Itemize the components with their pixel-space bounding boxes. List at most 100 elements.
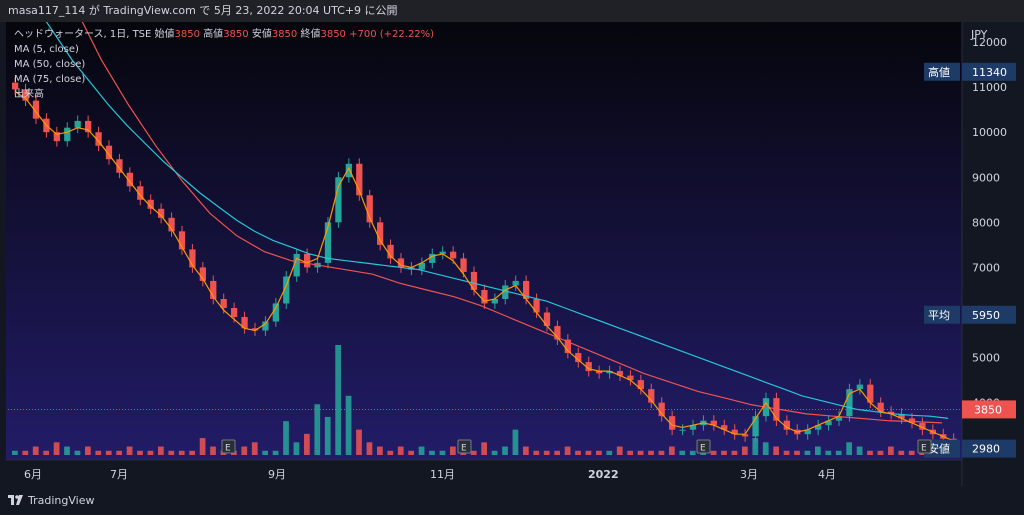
volume-bar xyxy=(147,450,154,455)
price-tag-name: 平均 xyxy=(928,309,950,322)
legend-ma50[interactable]: MA (50, close) xyxy=(14,59,86,70)
candle-body xyxy=(731,429,738,435)
candle-body xyxy=(919,422,926,430)
candle-body xyxy=(648,389,655,403)
candle-body xyxy=(825,420,832,426)
candle-body xyxy=(689,425,697,430)
volume-bar xyxy=(689,450,696,455)
candle-body xyxy=(585,362,592,372)
legend-symbol-row: ヘッドウォータース, 1日, TSE 始値3850 高値3850 安値3850 … xyxy=(14,27,434,42)
volume-bar xyxy=(502,446,508,455)
volume-bar xyxy=(908,450,915,455)
candle-body xyxy=(877,402,884,412)
volume-bar xyxy=(314,404,321,455)
price-tag-value-bg xyxy=(962,305,1016,324)
candle-body xyxy=(658,402,665,417)
candle-body xyxy=(898,413,905,419)
volume-bar xyxy=(773,446,780,455)
candle-body xyxy=(856,384,863,390)
candle-body xyxy=(95,132,102,146)
candle-body xyxy=(564,339,571,354)
chart-legend: ヘッドウォータース, 1日, TSE 始値3850 高値3850 安値3850 … xyxy=(14,27,434,102)
legend-symbol: ヘッドウォータース, 1日, TSE xyxy=(14,29,152,40)
volume-bar xyxy=(304,433,310,455)
volume-bar xyxy=(199,438,206,455)
volume-bar xyxy=(335,345,342,455)
price-tag-name-bg xyxy=(924,439,960,458)
volume-bar xyxy=(251,442,258,455)
last-price-badge xyxy=(962,400,1016,419)
volume-bar xyxy=(710,450,717,455)
ma5-line xyxy=(14,91,954,442)
legend-low-value: 3850 xyxy=(271,29,298,40)
price-tag-value: 2980 xyxy=(972,443,1000,456)
y-tick-label: 8000 xyxy=(972,216,1000,229)
volume-bar xyxy=(85,446,91,455)
volume-bar xyxy=(825,450,832,455)
volume-bar xyxy=(95,450,102,455)
y-tick-label: 9000 xyxy=(972,171,1000,184)
plot-background xyxy=(6,22,962,460)
volume-bar xyxy=(721,450,727,455)
legend-low-label: 安値 xyxy=(251,29,272,40)
candle-body xyxy=(523,280,530,299)
volume-bar xyxy=(43,450,50,455)
earnings-marker xyxy=(917,439,932,454)
volume-bar xyxy=(272,450,279,455)
candle-body xyxy=(481,289,488,304)
volume-bar xyxy=(856,446,863,455)
candle-body xyxy=(867,384,874,403)
candle-body xyxy=(502,285,509,299)
candle-body xyxy=(835,416,843,421)
candle-body xyxy=(439,251,446,254)
volume-bar xyxy=(523,446,529,455)
volume-bar xyxy=(53,442,60,455)
axis-unit: JPY xyxy=(970,28,988,41)
volume-bar xyxy=(105,450,112,455)
candle-body xyxy=(669,416,676,430)
legend-close-label: 終値 xyxy=(300,29,321,40)
candle-body xyxy=(606,371,613,374)
y-tick-label: 10000 xyxy=(972,126,1007,139)
volume-bar xyxy=(470,450,477,455)
candle-body xyxy=(450,251,457,259)
volume-bar xyxy=(324,416,331,455)
candle-body xyxy=(575,353,582,363)
legend-close-value: 3850 xyxy=(320,29,346,40)
x-tick-label: 4月 xyxy=(818,468,836,481)
volume-bar xyxy=(210,446,216,455)
earnings-marker xyxy=(457,439,472,454)
candle-body xyxy=(429,253,436,263)
earnings-marker xyxy=(696,439,711,454)
volume-bar xyxy=(846,442,853,455)
candle-body xyxy=(64,127,71,142)
volume-bar xyxy=(189,450,196,455)
last-price-label: 3850 xyxy=(974,403,1002,416)
candle-body xyxy=(710,420,717,426)
legend-ma75[interactable]: MA (75, close) xyxy=(14,74,86,85)
chart-panel[interactable]: JPY4000500060007000800090001000011000120… xyxy=(6,5,1018,486)
publish-info: masa117_114 が TradingView.com で 5月 23, 2… xyxy=(8,4,398,17)
price-tag-name: 高値 xyxy=(928,65,950,79)
volume-bar xyxy=(418,446,425,455)
candle-body xyxy=(616,371,624,376)
candle-body xyxy=(418,262,425,270)
candle-body xyxy=(533,298,540,313)
footer-bar: TradingView xyxy=(0,486,1024,515)
volume-bar xyxy=(564,446,571,455)
x-tick-label: 2022 xyxy=(588,468,619,481)
footer-brand: TradingView xyxy=(28,494,95,507)
y-tick-label: 11000 xyxy=(972,81,1007,94)
price-tag-value: 5950 xyxy=(972,309,1000,322)
volume-bar xyxy=(491,450,498,455)
volume-bar xyxy=(439,450,446,455)
candle-body xyxy=(888,411,895,414)
candle-body xyxy=(74,120,81,128)
legend-volume[interactable]: 出来高 xyxy=(14,89,44,100)
earnings-marker-label: E xyxy=(461,444,467,454)
volume-bar xyxy=(877,450,884,455)
legend-ma5[interactable]: MA (5, close) xyxy=(14,44,79,55)
candle-body xyxy=(199,267,206,281)
price-chart[interactable]: JPY4000500060007000800090001000011000120… xyxy=(6,5,1018,486)
candle-body xyxy=(178,231,186,250)
